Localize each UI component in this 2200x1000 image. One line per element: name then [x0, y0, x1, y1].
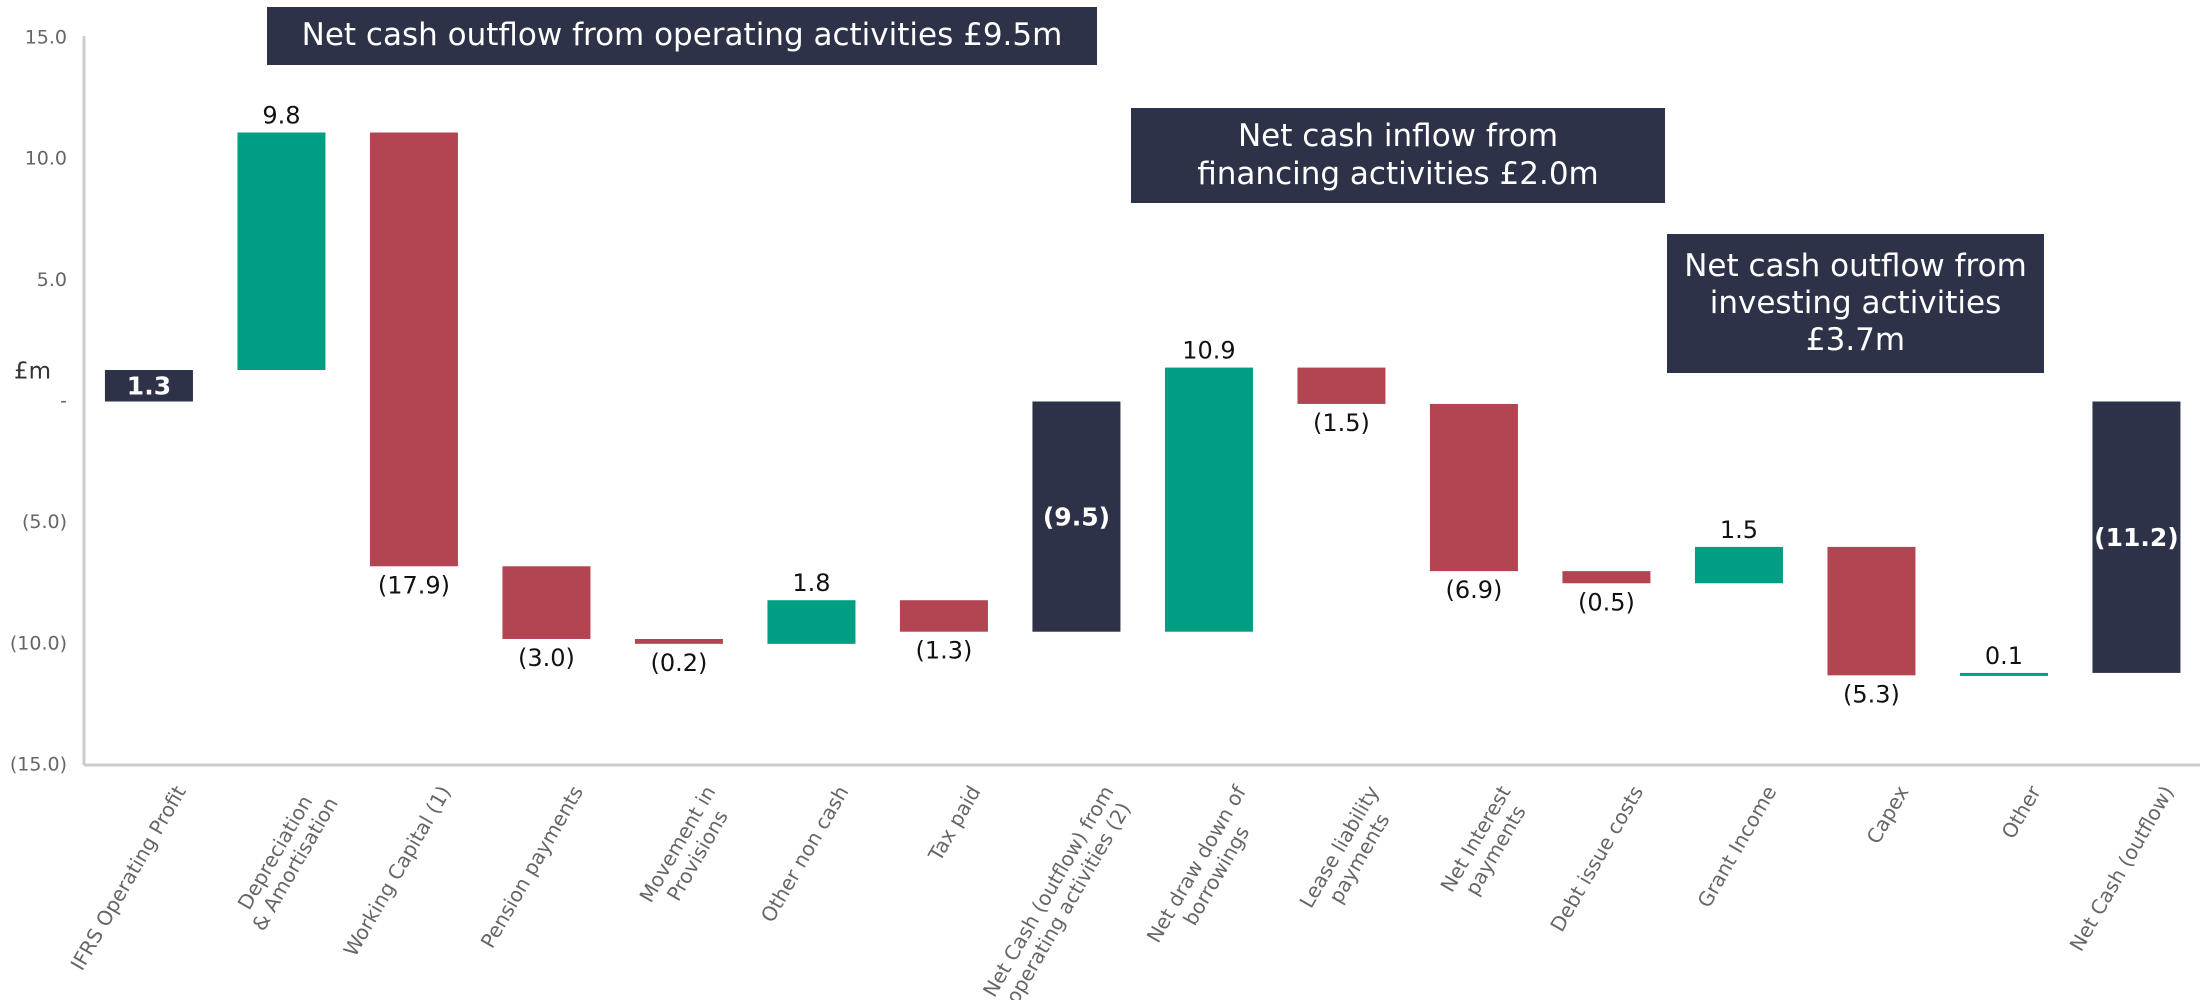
- bar: [237, 132, 326, 370]
- bar: [1297, 367, 1386, 404]
- value-label: (9.5): [1043, 503, 1110, 532]
- value-label: (1.5): [1313, 409, 1370, 437]
- value-label: (6.9): [1445, 576, 1502, 604]
- y-tick-label: 10.0: [25, 148, 67, 170]
- bar: [1032, 401, 1121, 632]
- value-label: (3.0): [518, 644, 575, 672]
- value-label: (17.9): [378, 571, 450, 599]
- value-label: (0.2): [650, 649, 707, 677]
- bar: [634, 638, 723, 644]
- value-label: 0.1: [1985, 642, 2023, 670]
- value-label: (1.3): [915, 637, 972, 665]
- annotation: Net cash inflow from financing activitie…: [1131, 108, 1665, 203]
- value-label: (0.5): [1578, 588, 1635, 616]
- bar: [104, 369, 193, 402]
- annotation: Net cash outflow from operating activiti…: [267, 7, 1097, 65]
- annotation: Net cash outflow from investing activiti…: [1667, 234, 2044, 373]
- value-label: (11.2): [2094, 523, 2179, 552]
- y-tick-label: -: [60, 390, 67, 412]
- bar: [2092, 401, 2181, 673]
- y-tick-label: (15.0): [10, 754, 67, 776]
- value-label: 9.8: [262, 102, 300, 130]
- bar: [1164, 367, 1253, 632]
- y-axis-label: £m: [14, 359, 51, 385]
- bar: [502, 566, 591, 639]
- bar: [899, 600, 988, 632]
- y-tick-label: (5.0): [22, 511, 67, 533]
- value-label: 1.8: [792, 569, 830, 597]
- value-label: 10.9: [1182, 337, 1235, 365]
- value-label: 1.3: [127, 372, 171, 401]
- y-tick-label: 15.0: [25, 27, 67, 49]
- bar: [1429, 403, 1518, 572]
- value-label: 1.5: [1720, 516, 1758, 544]
- y-tick-label: 5.0: [37, 269, 67, 291]
- bar: [1562, 571, 1651, 584]
- bar: [1827, 546, 1916, 676]
- value-label: (5.3): [1843, 680, 1900, 708]
- y-tick-label: (10.0): [10, 632, 67, 654]
- bar: [767, 600, 856, 644]
- bar: [1694, 546, 1783, 584]
- bar: [369, 132, 458, 567]
- bar: [1959, 672, 2048, 676]
